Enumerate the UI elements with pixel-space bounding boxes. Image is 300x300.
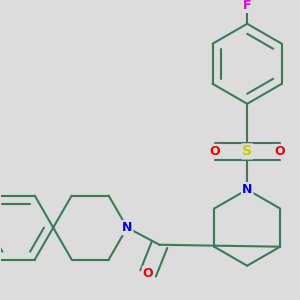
Text: N: N — [122, 221, 132, 234]
Text: N: N — [242, 183, 252, 196]
Text: F: F — [243, 0, 251, 12]
Text: N: N — [242, 183, 252, 196]
Text: S: S — [242, 144, 252, 158]
Text: O: O — [143, 267, 153, 280]
Text: N: N — [122, 221, 132, 234]
Text: O: O — [274, 145, 285, 158]
Text: O: O — [209, 145, 220, 158]
